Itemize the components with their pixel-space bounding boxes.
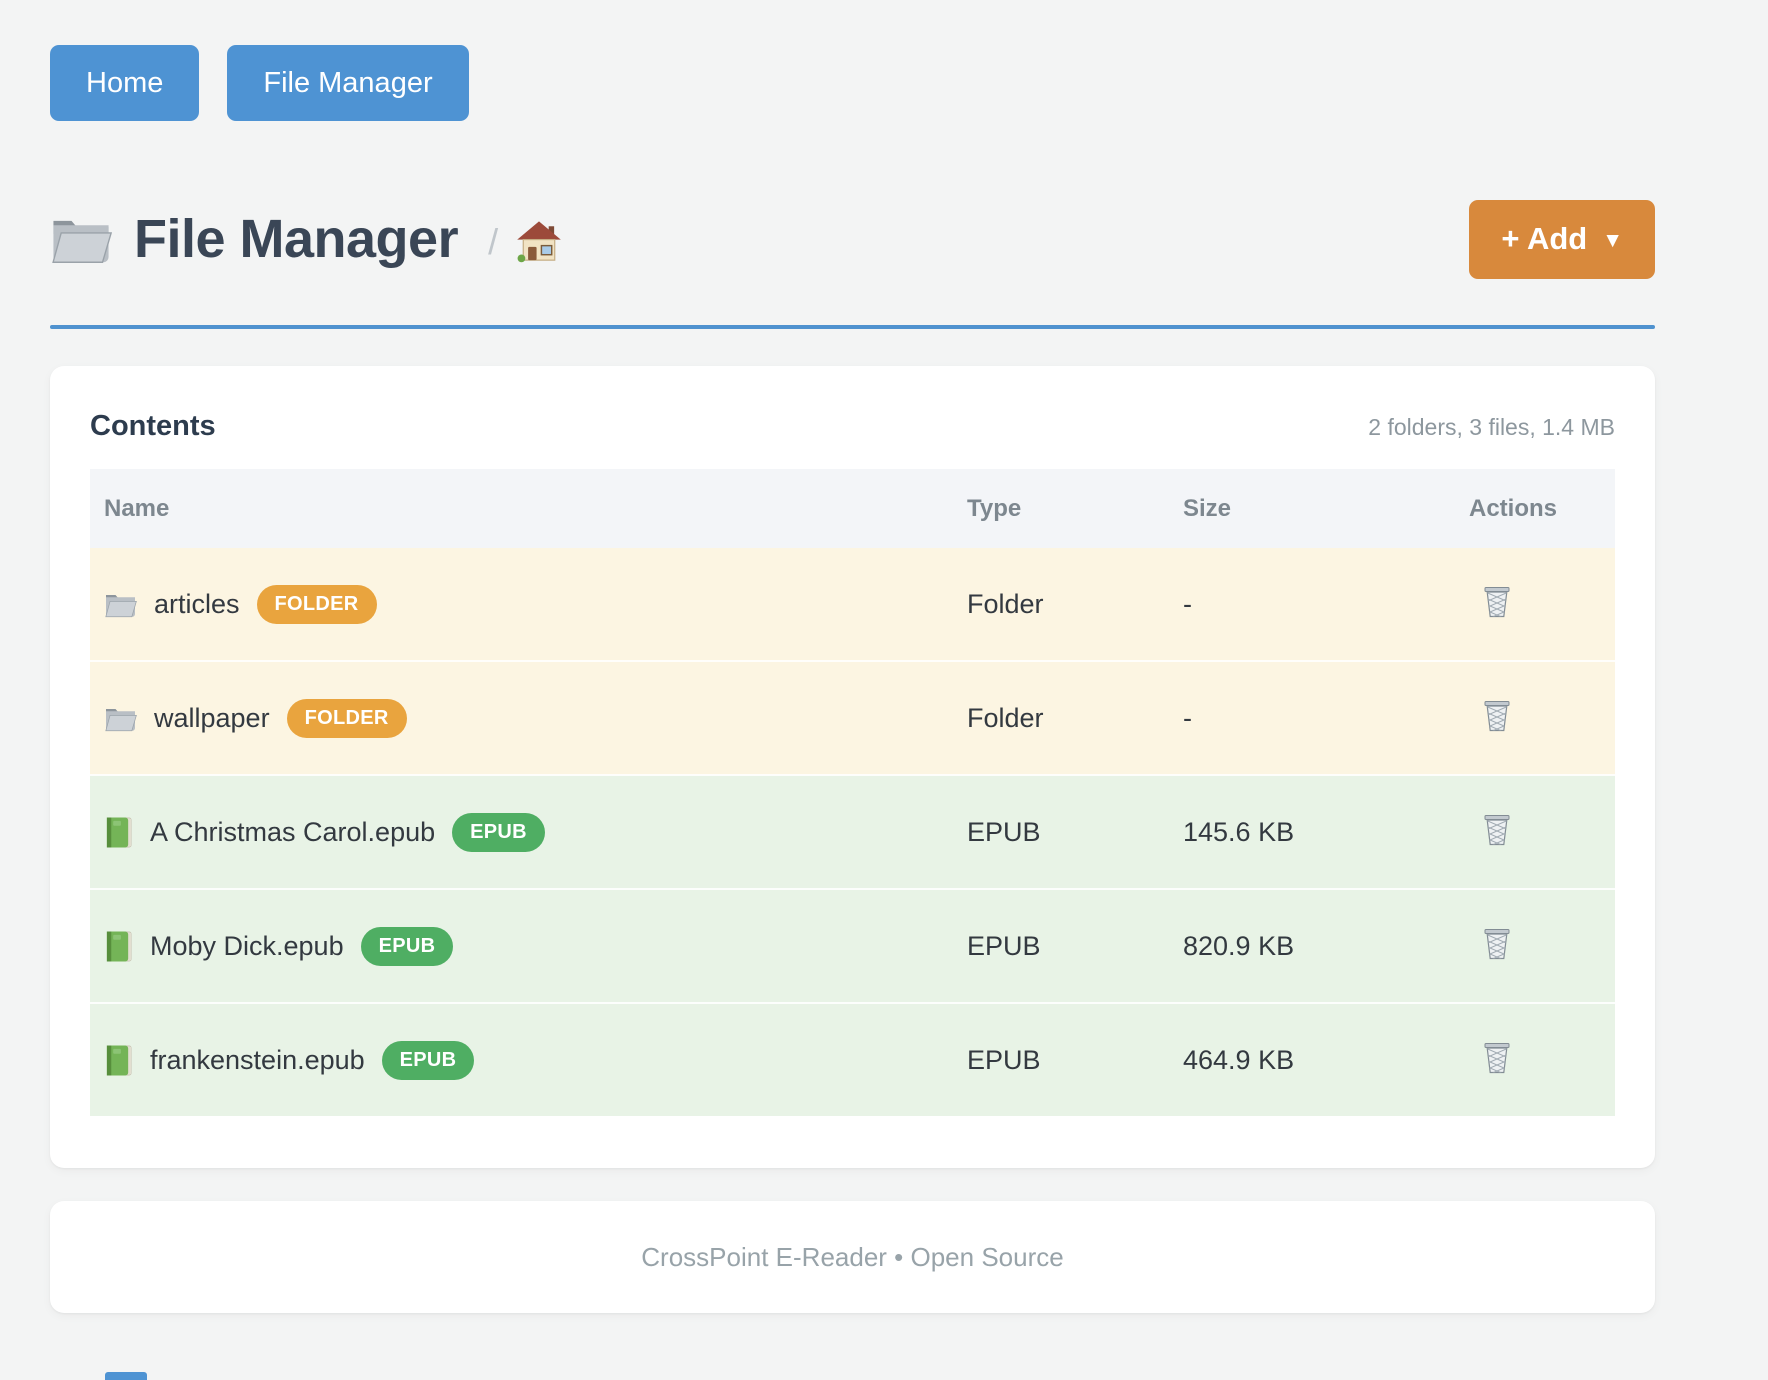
column-header-type: Type <box>953 469 1169 548</box>
delete-button[interactable] <box>1481 697 1513 733</box>
file-type: EPUB <box>953 775 1169 889</box>
partially-visible-button[interactable] <box>105 1372 147 1380</box>
file-size: 820.9 KB <box>1169 889 1455 1003</box>
home-button[interactable]: Home <box>50 45 199 121</box>
trash-icon <box>1481 949 1513 964</box>
folder-badge: FOLDER <box>287 699 407 738</box>
table-row: wallpaper FOLDER Folder - <box>90 661 1615 775</box>
file-name-link[interactable]: articles <box>154 589 240 620</box>
footer-text: CrossPoint E-Reader • Open Source <box>641 1242 1063 1273</box>
delete-button[interactable] <box>1481 925 1513 961</box>
page-title-group: File Manager / <box>50 208 562 270</box>
page-title: File Manager <box>134 208 458 270</box>
footer: CrossPoint E-Reader • Open Source <box>50 1201 1655 1313</box>
table-row: articles FOLDER Folder - <box>90 548 1615 661</box>
files-table: Name Type Size Actions articles FOLDER F… <box>90 469 1615 1116</box>
epub-badge: EPUB <box>452 813 545 852</box>
chevron-down-icon: ▼ <box>1602 229 1623 253</box>
file-manager-button[interactable]: File Manager <box>227 45 468 121</box>
column-header-name: Name <box>90 469 953 548</box>
add-button[interactable]: + Add ▼ <box>1469 200 1655 279</box>
epub-badge: EPUB <box>361 927 454 966</box>
file-name-link[interactable]: frankenstein.epub <box>150 1045 365 1076</box>
contents-card-header: Contents 2 folders, 3 files, 1.4 MB <box>90 410 1615 443</box>
delete-button[interactable] <box>1481 811 1513 847</box>
contents-summary: 2 folders, 3 files, 1.4 MB <box>1368 414 1615 441</box>
delete-button[interactable] <box>1481 583 1513 619</box>
file-type: Folder <box>953 548 1169 661</box>
table-row: A Christmas Carol.epub EPUB EPUB 145.6 K… <box>90 775 1615 889</box>
table-header-row: Name Type Size Actions <box>90 469 1615 548</box>
green-book-icon <box>104 816 133 849</box>
file-name-link[interactable]: Moby Dick.epub <box>150 931 344 962</box>
folder-badge: FOLDER <box>257 585 377 624</box>
column-header-size: Size <box>1169 469 1455 548</box>
trash-icon <box>1481 835 1513 850</box>
page-header: File Manager / + Add ▼ <box>50 195 1655 283</box>
trash-icon <box>1481 607 1513 622</box>
table-row: frankenstein.epub EPUB EPUB 464.9 KB <box>90 1003 1615 1116</box>
epub-badge: EPUB <box>382 1041 475 1080</box>
file-size: - <box>1169 548 1455 661</box>
delete-button[interactable] <box>1481 1039 1513 1075</box>
folder-icon <box>104 704 137 733</box>
folder-icon <box>50 211 112 267</box>
green-book-icon <box>104 1044 133 1077</box>
add-button-label: + Add <box>1501 221 1587 257</box>
trash-icon <box>1481 721 1513 736</box>
file-size: - <box>1169 661 1455 775</box>
contents-card: Contents 2 folders, 3 files, 1.4 MB Name… <box>50 366 1655 1168</box>
file-name-link[interactable]: wallpaper <box>154 703 270 734</box>
top-nav: Home File Manager <box>50 45 1655 121</box>
table-row: Moby Dick.epub EPUB EPUB 820.9 KB <box>90 889 1615 1003</box>
file-size: 464.9 KB <box>1169 1003 1455 1116</box>
title-divider <box>50 325 1655 329</box>
column-header-actions: Actions <box>1455 469 1615 548</box>
contents-title: Contents <box>90 410 216 443</box>
green-book-icon <box>104 930 133 963</box>
file-type: EPUB <box>953 889 1169 1003</box>
folder-icon <box>104 590 137 619</box>
trash-icon <box>1481 1063 1513 1078</box>
home-icon[interactable] <box>516 220 562 264</box>
page: Home File Manager File Manager / + Add ▼… <box>50 0 1655 1313</box>
file-size: 145.6 KB <box>1169 775 1455 889</box>
breadcrumb-separator: / <box>488 221 498 263</box>
file-type: EPUB <box>953 1003 1169 1116</box>
file-name-link[interactable]: A Christmas Carol.epub <box>150 817 435 848</box>
file-type: Folder <box>953 661 1169 775</box>
